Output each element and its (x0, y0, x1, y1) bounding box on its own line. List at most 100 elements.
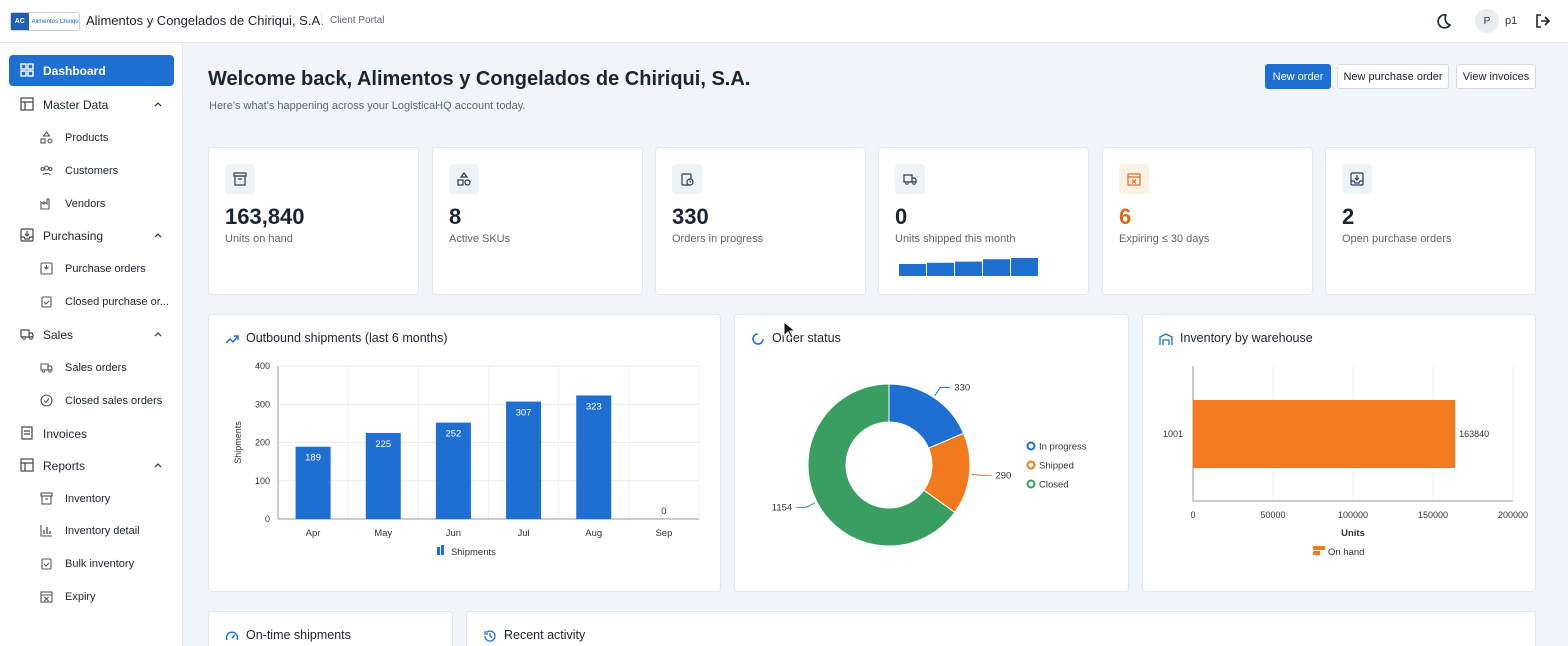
sparkline-bar (1011, 258, 1038, 276)
users-icon (40, 165, 53, 176)
avatar[interactable]: P (1475, 9, 1499, 33)
logo-badge: AC (11, 13, 29, 30)
portal-label: Client Portal (330, 15, 385, 26)
sidebar-item-master-data[interactable]: Master Data (9, 89, 174, 120)
chevron-up-icon[interactable] (152, 98, 164, 110)
sidebar-item-reports[interactable]: Reports (9, 450, 174, 481)
sidebar-item-label: Sales orders (65, 362, 127, 374)
chevron-up-icon[interactable] (152, 229, 164, 241)
truck-icon (20, 329, 34, 340)
x-tick-label: 50000 (1260, 510, 1285, 520)
clipboard-clock-icon (672, 164, 702, 194)
legend-swatch (1026, 460, 1036, 470)
sidebar-item-bulk-inventory[interactable]: Bulk inventory (9, 549, 174, 579)
data-label: 163840 (1459, 429, 1489, 439)
sidebar-item-purchasing[interactable]: Purchasing (9, 220, 174, 251)
legend-label: Shipments (451, 547, 496, 558)
gauge-icon (225, 631, 239, 641)
sidebar-item-closed-purchase-orders[interactable]: Closed purchase or... (9, 287, 174, 317)
sidebar-item-expiry[interactable]: Expiry (9, 582, 174, 612)
x-tick-label: 100000 (1338, 510, 1368, 520)
kpi-label: Units on hand (225, 233, 293, 245)
new-purchase-order-button[interactable]: New purchase order (1337, 64, 1449, 89)
logo-text: Alimentos Chiriqui (31, 18, 79, 25)
table-icon (20, 458, 34, 472)
donut-slice (807, 383, 956, 547)
kpi-value: 0 (895, 204, 908, 229)
bar (1193, 400, 1456, 468)
sidebar-item-closed-sales-orders[interactable]: Closed sales orders (9, 386, 174, 416)
card-title: On-time shipments (246, 628, 351, 642)
sidebar-item-label: Inventory (65, 493, 111, 505)
sidebar-item-label: Dashboard (43, 64, 106, 78)
archive-icon (40, 492, 53, 505)
document-icon (21, 426, 33, 440)
kpi-label: Open purchase orders (1342, 233, 1452, 245)
clipboard-check-icon (41, 558, 52, 570)
mouse-cursor (783, 321, 795, 339)
inventory-by-warehouse-chart: 0 50000 100000 150000 200000 163840 1001 Units O… (1163, 366, 1528, 558)
x-tick-label: May (374, 528, 392, 539)
sparkline (899, 258, 1038, 276)
kpi-label: Expiring ≤ 30 days (1119, 233, 1210, 245)
x-axis-label: Units (1341, 528, 1365, 539)
bar (506, 401, 542, 519)
sidebar-item-label: Expiry (65, 591, 96, 603)
x-tick-label: 0 (1190, 510, 1195, 520)
view-invoices-button[interactable]: View invoices (1456, 64, 1536, 89)
archive-icon (225, 164, 255, 194)
y-tick-label: 0 (265, 514, 270, 524)
bar (365, 432, 401, 519)
x-tick-label: Sep (655, 528, 672, 539)
sparkline-bar (955, 261, 982, 276)
sidebar-item-inventory[interactable]: Inventory (9, 484, 174, 514)
card-title: Outbound shipments (last 6 months) (246, 331, 448, 345)
chevron-up-icon[interactable] (152, 328, 164, 340)
trending-up-icon (225, 335, 239, 344)
sidebar-item-products[interactable]: Products (9, 123, 174, 153)
user-name[interactable]: p1 (1505, 15, 1518, 27)
sidebar-item-sales[interactable]: Sales (9, 319, 174, 350)
sidebar-item-dashboard[interactable]: Dashboard (9, 55, 174, 86)
kpi-label: Units shipped this month (895, 233, 1016, 245)
sidebar-item-sales-orders[interactable]: Sales orders (9, 353, 174, 383)
chevron-up-icon[interactable] (152, 459, 164, 471)
card-title: Inventory by warehouse (1180, 331, 1313, 345)
data-label: 189 (305, 453, 321, 464)
outbound-shipments-chart: 0 100 200 300 400 189 Apr 225 May 252 Jun 307 Jul 323… (233, 361, 700, 558)
moon-icon[interactable] (1434, 12, 1452, 30)
sidebar-item-invoices[interactable]: Invoices (9, 418, 174, 449)
shapes-icon (449, 164, 479, 194)
inbox-download-icon (40, 262, 53, 275)
sidebar-item-label: Sales (43, 328, 74, 342)
company-logo[interactable]: AC Alimentos Chiriqui (10, 12, 80, 31)
table-icon (20, 97, 34, 111)
data-label: 330 (954, 382, 970, 393)
leader-line (971, 473, 992, 476)
y-tick-label: 200 (255, 438, 270, 448)
on-time-shipments-card: On-time shipments (208, 611, 453, 646)
sidebar-item-customers[interactable]: Customers (9, 156, 174, 186)
bar (576, 395, 612, 519)
sparkline-bar (899, 264, 926, 276)
kpi-label: Orders in progress (672, 233, 764, 245)
data-label: 323 (586, 401, 602, 412)
leader-line (934, 386, 951, 397)
x-tick-label: Jun (446, 528, 461, 539)
data-label: 252 (445, 429, 461, 440)
sparkline-bar (927, 262, 954, 276)
data-label: 0 (661, 506, 666, 517)
sidebar-item-purchase-orders[interactable]: Purchase orders (9, 254, 174, 284)
logout-icon[interactable] (1534, 12, 1552, 30)
sidebar-item-inventory-detail[interactable]: Inventory detail (9, 516, 174, 546)
legend-swatch (1026, 441, 1036, 451)
check-circle-icon (40, 394, 53, 407)
sidebar-item-vendors[interactable]: Vendors (9, 189, 174, 219)
legend-swatch (1026, 479, 1036, 489)
inventory-by-warehouse-card: Inventory by warehouse 0 50000 100000 15000… (1142, 314, 1536, 592)
data-label: 290 (995, 470, 1011, 481)
kpi-card-open-purchase-orders: 2 Open purchase orders (1325, 147, 1536, 295)
kpi-card-expiring: 6 Expiring ≤ 30 days (1102, 147, 1313, 295)
clipboard-check-icon (41, 296, 52, 308)
new-order-button[interactable]: New order (1265, 64, 1331, 89)
